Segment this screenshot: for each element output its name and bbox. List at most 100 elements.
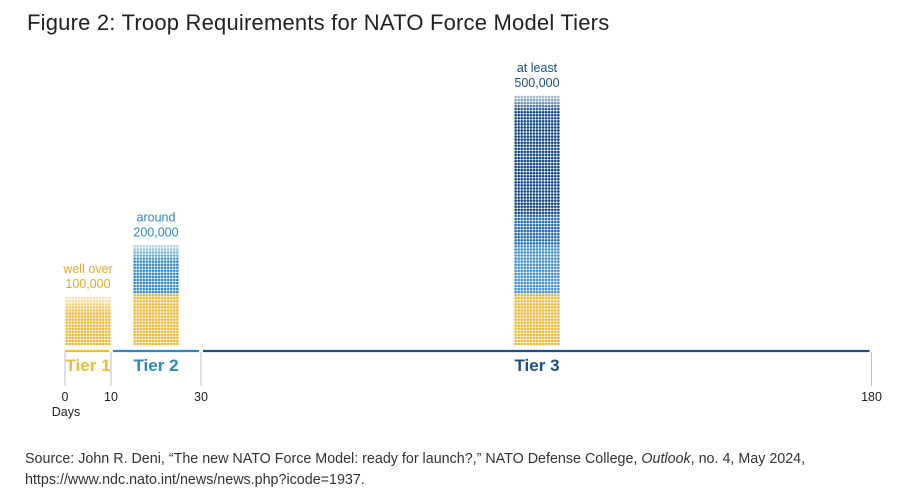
dot bbox=[142, 303, 146, 306]
dot bbox=[553, 144, 557, 148]
dot bbox=[553, 293, 557, 297]
dot bbox=[557, 159, 560, 163]
dot bbox=[535, 272, 539, 276]
dot bbox=[532, 153, 536, 157]
dot bbox=[80, 306, 84, 309]
dot bbox=[89, 339, 93, 343]
dot bbox=[139, 287, 143, 291]
dot bbox=[169, 281, 173, 285]
dot bbox=[553, 199, 557, 202]
dot bbox=[68, 306, 72, 309]
dot bbox=[160, 248, 164, 251]
dot bbox=[145, 281, 149, 285]
dot bbox=[547, 187, 551, 190]
dot bbox=[550, 187, 554, 190]
dot bbox=[544, 150, 548, 154]
dot bbox=[520, 235, 524, 239]
dot bbox=[520, 132, 524, 135]
dot bbox=[169, 336, 173, 340]
dot bbox=[538, 321, 542, 324]
dot bbox=[172, 290, 176, 294]
dot bbox=[535, 263, 539, 267]
dot bbox=[133, 330, 136, 334]
dot bbox=[517, 254, 521, 257]
dot bbox=[541, 296, 545, 300]
dot bbox=[523, 260, 527, 263]
dot bbox=[538, 156, 542, 160]
dot bbox=[553, 272, 557, 276]
dot bbox=[544, 129, 548, 132]
dot bbox=[86, 339, 90, 343]
dot bbox=[514, 312, 518, 315]
dot bbox=[538, 245, 542, 248]
dot bbox=[532, 315, 536, 318]
dot bbox=[557, 293, 560, 297]
dot bbox=[538, 324, 542, 328]
dot bbox=[532, 324, 536, 328]
dot bbox=[520, 205, 524, 209]
dot bbox=[517, 287, 521, 291]
dot bbox=[547, 123, 551, 126]
dot bbox=[553, 174, 557, 178]
dot bbox=[163, 303, 167, 306]
dot bbox=[529, 123, 533, 126]
dot bbox=[172, 257, 176, 260]
dot bbox=[547, 217, 551, 221]
dot bbox=[544, 214, 548, 218]
dot bbox=[83, 309, 87, 312]
dot bbox=[176, 281, 179, 285]
dot bbox=[535, 138, 539, 141]
dot bbox=[148, 248, 152, 251]
dot bbox=[553, 342, 557, 346]
dot bbox=[538, 287, 542, 291]
dot bbox=[154, 281, 158, 285]
dot bbox=[163, 336, 167, 340]
dot bbox=[535, 318, 539, 321]
dot bbox=[163, 284, 167, 288]
dot bbox=[550, 205, 554, 209]
dot bbox=[547, 126, 551, 129]
dot bbox=[163, 281, 167, 285]
dot bbox=[532, 123, 536, 126]
dot bbox=[541, 113, 545, 117]
dot bbox=[139, 275, 143, 279]
dot bbox=[523, 104, 527, 108]
dot bbox=[553, 330, 557, 334]
dot bbox=[172, 296, 176, 300]
dot bbox=[142, 254, 146, 257]
dot bbox=[517, 342, 521, 346]
dot bbox=[517, 275, 521, 279]
dot bbox=[541, 199, 545, 202]
dot bbox=[139, 293, 143, 297]
dot bbox=[520, 165, 524, 169]
dot bbox=[553, 202, 557, 206]
dot bbox=[544, 339, 548, 343]
dot bbox=[148, 272, 152, 276]
dot bbox=[535, 290, 539, 294]
dot bbox=[74, 296, 78, 300]
dot bbox=[157, 272, 161, 276]
dot bbox=[139, 254, 143, 257]
tick-label-180: 180 bbox=[861, 390, 882, 404]
dot bbox=[547, 293, 551, 297]
dot bbox=[139, 324, 143, 328]
dot bbox=[547, 232, 551, 236]
dot bbox=[145, 269, 149, 273]
dot bbox=[529, 211, 533, 215]
dot bbox=[529, 220, 533, 224]
dot bbox=[145, 296, 149, 300]
dot bbox=[538, 193, 542, 196]
dot bbox=[553, 229, 557, 233]
dot bbox=[145, 260, 149, 263]
dot bbox=[169, 299, 173, 303]
dot bbox=[154, 333, 158, 337]
dot bbox=[151, 333, 155, 337]
dot bbox=[526, 263, 530, 267]
dot bbox=[553, 315, 557, 318]
dot bbox=[517, 190, 521, 193]
dot bbox=[98, 327, 102, 331]
dot bbox=[557, 269, 560, 273]
dot bbox=[544, 159, 548, 163]
dot bbox=[535, 168, 539, 172]
dot bbox=[550, 113, 554, 117]
